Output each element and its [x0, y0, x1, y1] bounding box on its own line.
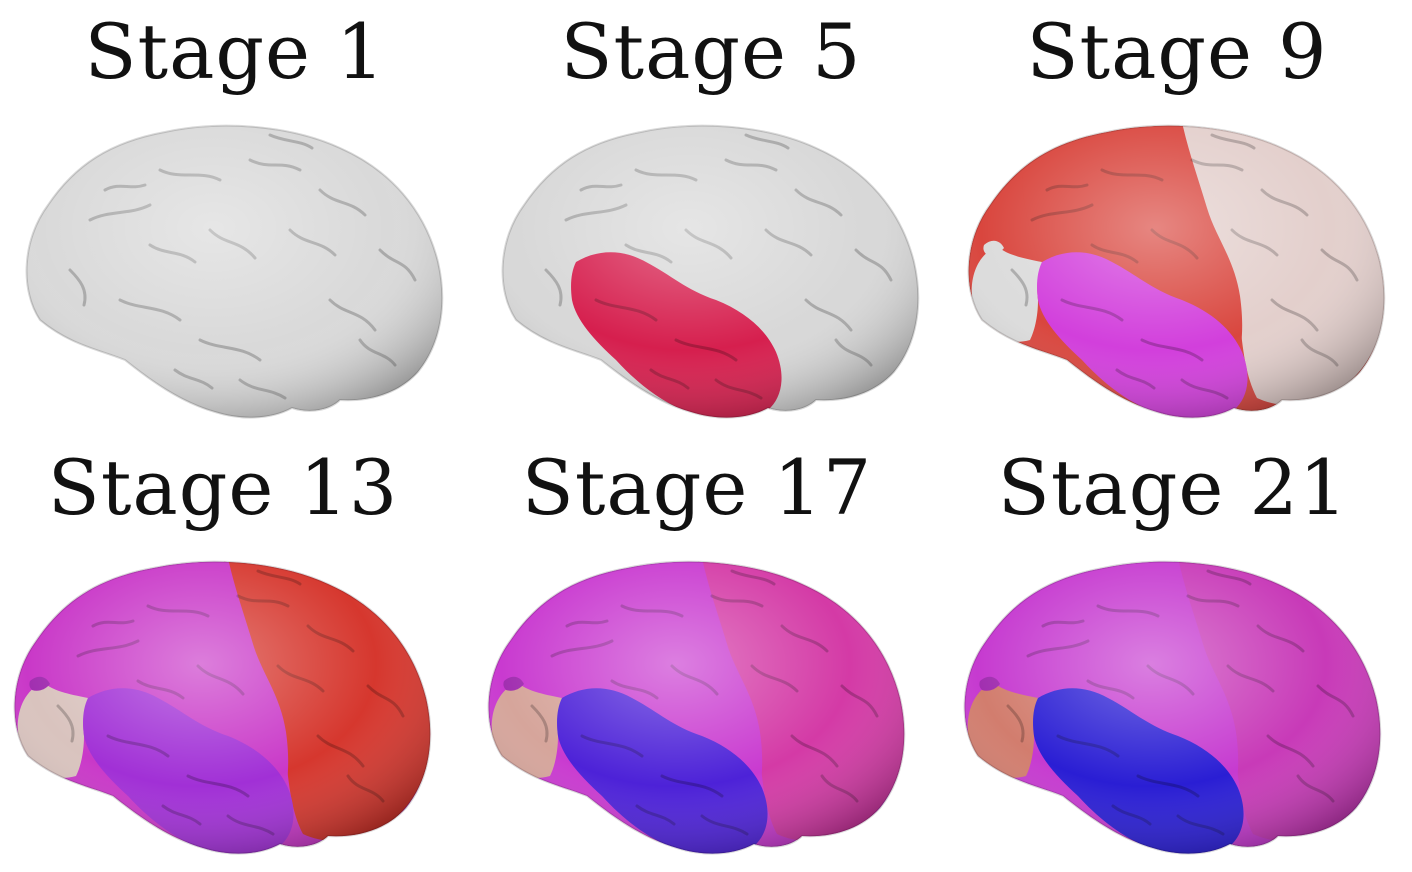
brain-regions	[26, 125, 443, 418]
brain-regions	[502, 125, 919, 418]
stage-title: Stage 21	[997, 443, 1349, 532]
brain-illustration	[501, 124, 920, 419]
brain-outline	[501, 124, 920, 419]
brain-illustration	[963, 560, 1382, 855]
stage-panel-1: Stage 1	[0, 0, 470, 436]
stage-panel-13: Stage 13	[0, 436, 458, 872]
stage-title: Stage 1	[84, 7, 386, 96]
brain-illustration	[487, 560, 906, 855]
brain-shading	[964, 561, 1381, 854]
stage-title: Stage 13	[47, 443, 399, 532]
brain-regions	[964, 561, 1381, 854]
brain-shading	[968, 125, 1385, 418]
brain-shading	[488, 561, 905, 854]
brain-regions	[968, 125, 1385, 418]
brain-illustration	[967, 124, 1386, 419]
brain-outline	[487, 560, 906, 855]
brain-shading	[502, 125, 919, 418]
brain-regions	[14, 561, 431, 854]
stage-panel-21: Stage 21	[938, 436, 1408, 872]
brain-outline	[967, 124, 1386, 419]
stage-panel-17: Stage 17	[462, 436, 932, 872]
stage-title: Stage 9	[1026, 7, 1328, 96]
brain-illustration	[25, 124, 444, 419]
brain-outline	[25, 124, 444, 419]
stage-panel-5: Stage 5	[476, 0, 946, 436]
brain-illustration	[13, 560, 432, 855]
brain-shading	[14, 561, 431, 854]
brain-shading	[26, 125, 443, 418]
stage-panel-9: Stage 9	[942, 0, 1412, 436]
brain-regions	[488, 561, 905, 854]
stage-title: Stage 17	[521, 443, 873, 532]
brain-outline	[963, 560, 1382, 855]
brain-outline	[13, 560, 432, 855]
stage-title: Stage 5	[560, 7, 862, 96]
